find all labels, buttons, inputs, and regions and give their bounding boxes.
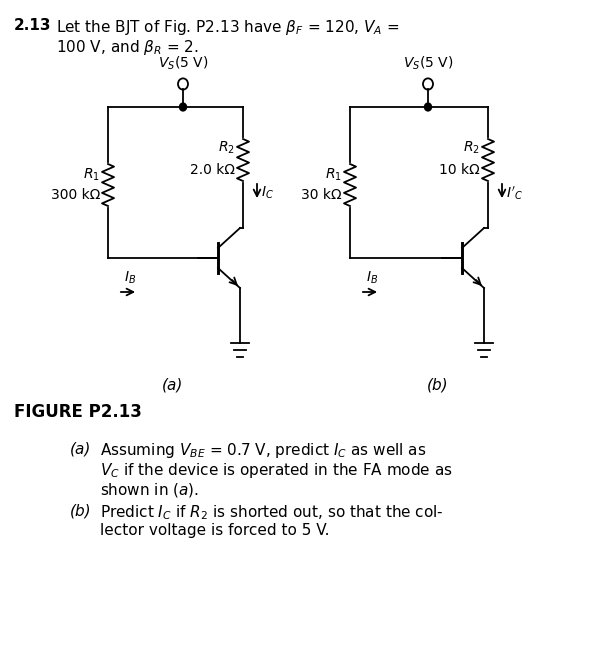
Text: $V_S$(5 V): $V_S$(5 V) [158, 55, 208, 72]
Text: FIGURE P2.13: FIGURE P2.13 [14, 403, 142, 421]
Text: $I_B$: $I_B$ [366, 270, 378, 286]
Text: Predict $I_C$ if $R_2$ is shorted out, so that the col-: Predict $I_C$ if $R_2$ is shorted out, s… [100, 503, 444, 522]
Text: Assuming $V_{BE}$ = 0.7 V, predict $I_C$ as well as: Assuming $V_{BE}$ = 0.7 V, predict $I_C$… [100, 441, 426, 460]
Text: 10 kΩ: 10 kΩ [439, 163, 480, 177]
Text: $V_S$(5 V): $V_S$(5 V) [403, 55, 453, 72]
Text: $I_C$: $I_C$ [261, 185, 274, 201]
Text: (a): (a) [70, 441, 91, 456]
Text: $V_C$ if the device is operated in the FA mode as: $V_C$ if the device is operated in the F… [100, 461, 453, 480]
Text: $R_2$: $R_2$ [218, 140, 235, 156]
Text: $I'_C$: $I'_C$ [506, 184, 523, 202]
Text: 2.0 kΩ: 2.0 kΩ [190, 163, 235, 177]
Text: $R_1$: $R_1$ [325, 167, 342, 183]
Text: shown in ($a$).: shown in ($a$). [100, 481, 199, 499]
Text: $I_B$: $I_B$ [124, 270, 136, 286]
Text: Let the BJT of Fig. P2.13 have $\beta_F$ = 120, $V_A$ =: Let the BJT of Fig. P2.13 have $\beta_F$… [56, 18, 400, 37]
Circle shape [179, 103, 187, 111]
Text: (b): (b) [70, 503, 91, 518]
Circle shape [425, 103, 431, 111]
Text: 2.13: 2.13 [14, 18, 52, 33]
Text: 30 kΩ: 30 kΩ [301, 188, 342, 202]
Text: lector voltage is forced to 5 V.: lector voltage is forced to 5 V. [100, 523, 330, 538]
Text: 300 kΩ: 300 kΩ [50, 188, 100, 202]
Text: (a): (a) [162, 377, 184, 392]
Text: $R_2$: $R_2$ [463, 140, 480, 156]
Text: (b): (b) [427, 377, 449, 392]
Text: $R_1$: $R_1$ [83, 167, 100, 183]
Text: 100 V, and $\beta_R$ = 2.: 100 V, and $\beta_R$ = 2. [56, 38, 198, 57]
